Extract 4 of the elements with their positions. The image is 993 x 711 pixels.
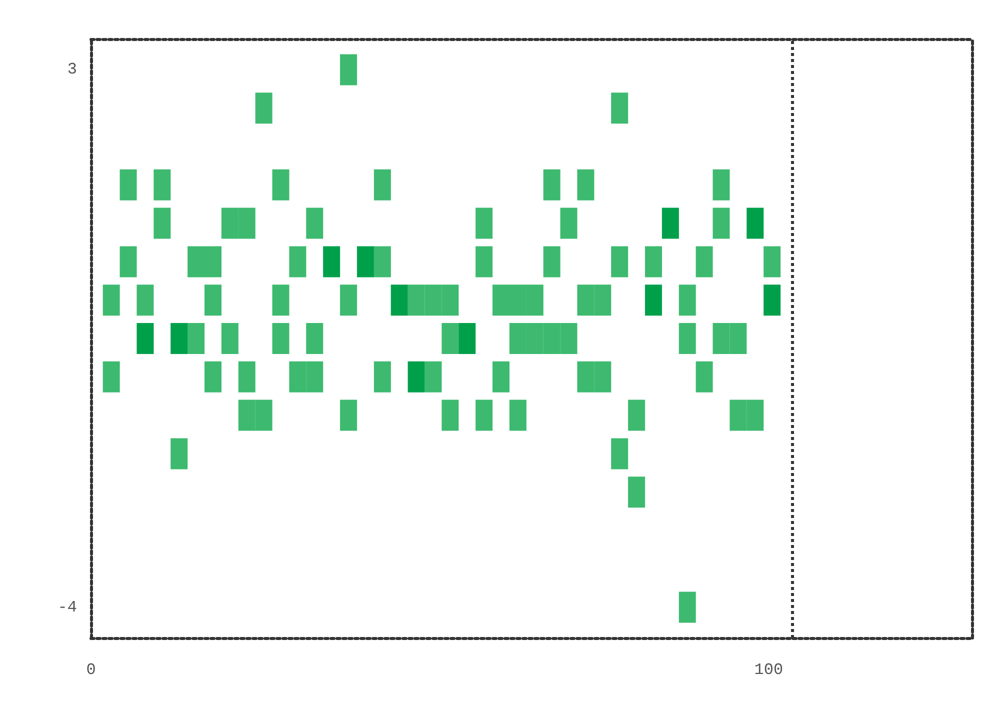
x-tick-label: 100: [754, 661, 784, 679]
x-tick-label: 0: [86, 661, 96, 679]
y-tick-label: -4: [58, 598, 77, 616]
y-tick-label: 3: [67, 60, 77, 79]
